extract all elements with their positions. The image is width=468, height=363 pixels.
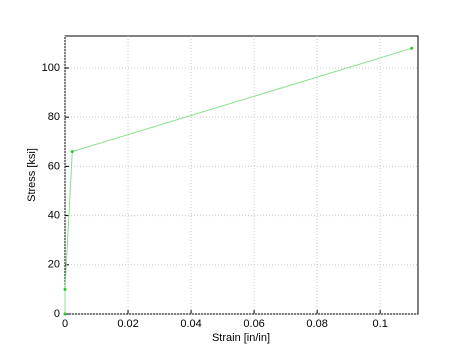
data-line: [64, 47, 412, 314]
y-tick-label: 20: [48, 259, 60, 271]
y-tick-label: 100: [42, 62, 60, 74]
x-tick-label: 0.08: [306, 318, 327, 330]
data-point: [70, 150, 74, 154]
y-tick-label: 40: [48, 209, 60, 221]
x-axis-label: Strain [in/in]: [212, 332, 270, 344]
x-tick-label: 0.02: [117, 318, 138, 330]
x-tick-label: 0.04: [180, 318, 201, 330]
y-tick-label: 60: [48, 160, 60, 172]
x-tick-label: 0: [62, 318, 68, 330]
y-tick-label: 80: [48, 111, 60, 123]
data-point: [63, 287, 67, 291]
x-tick-label: 0.1: [373, 318, 388, 330]
y-tick-label: 0: [54, 308, 60, 320]
y-axis-label: Stress [ksi]: [26, 148, 38, 202]
data-point: [410, 46, 414, 50]
plot-area: [64, 35, 419, 315]
x-tick-label: 0.06: [243, 318, 264, 330]
data-point: [63, 312, 67, 316]
